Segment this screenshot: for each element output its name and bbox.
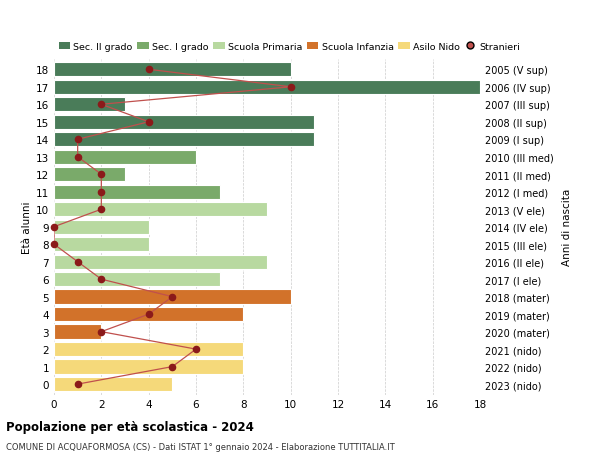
Legend: Sec. II grado, Sec. I grado, Scuola Primaria, Scuola Infanzia, Asilo Nido, Stran: Sec. II grado, Sec. I grado, Scuola Prim…: [59, 42, 520, 51]
Point: [167, 363, 177, 370]
Bar: [54, 133, 314, 147]
Bar: [54, 220, 149, 235]
Bar: [54, 80, 480, 95]
Point: [49, 224, 59, 231]
Bar: [54, 150, 196, 165]
Bar: [54, 290, 290, 304]
Point: [144, 311, 154, 318]
Bar: [54, 342, 244, 357]
Point: [97, 189, 106, 196]
Point: [97, 206, 106, 213]
Bar: [54, 237, 149, 252]
Point: [286, 84, 295, 91]
Bar: [54, 202, 267, 217]
Bar: [54, 115, 314, 129]
Point: [97, 101, 106, 109]
Point: [73, 154, 82, 161]
Bar: [54, 168, 125, 182]
Bar: [54, 63, 290, 77]
Y-axis label: Anni di nascita: Anni di nascita: [562, 189, 572, 266]
Bar: [54, 185, 220, 200]
Bar: [54, 308, 244, 322]
Bar: [54, 272, 220, 287]
Bar: [54, 377, 172, 392]
Text: Popolazione per età scolastica - 2024: Popolazione per età scolastica - 2024: [6, 420, 254, 433]
Point: [73, 381, 82, 388]
Point: [167, 293, 177, 301]
Point: [73, 136, 82, 144]
Bar: [54, 255, 267, 269]
Y-axis label: Età alunni: Età alunni: [22, 201, 32, 253]
Point: [49, 241, 59, 248]
Point: [144, 119, 154, 126]
Text: COMUNE DI ACQUAFORMOSA (CS) - Dati ISTAT 1° gennaio 2024 - Elaborazione TUTTITAL: COMUNE DI ACQUAFORMOSA (CS) - Dati ISTAT…: [6, 442, 395, 451]
Point: [144, 67, 154, 74]
Bar: [54, 360, 244, 374]
Point: [97, 276, 106, 283]
Bar: [54, 98, 125, 112]
Point: [97, 328, 106, 336]
Point: [97, 171, 106, 179]
Point: [191, 346, 201, 353]
Bar: [54, 325, 101, 339]
Point: [73, 258, 82, 266]
